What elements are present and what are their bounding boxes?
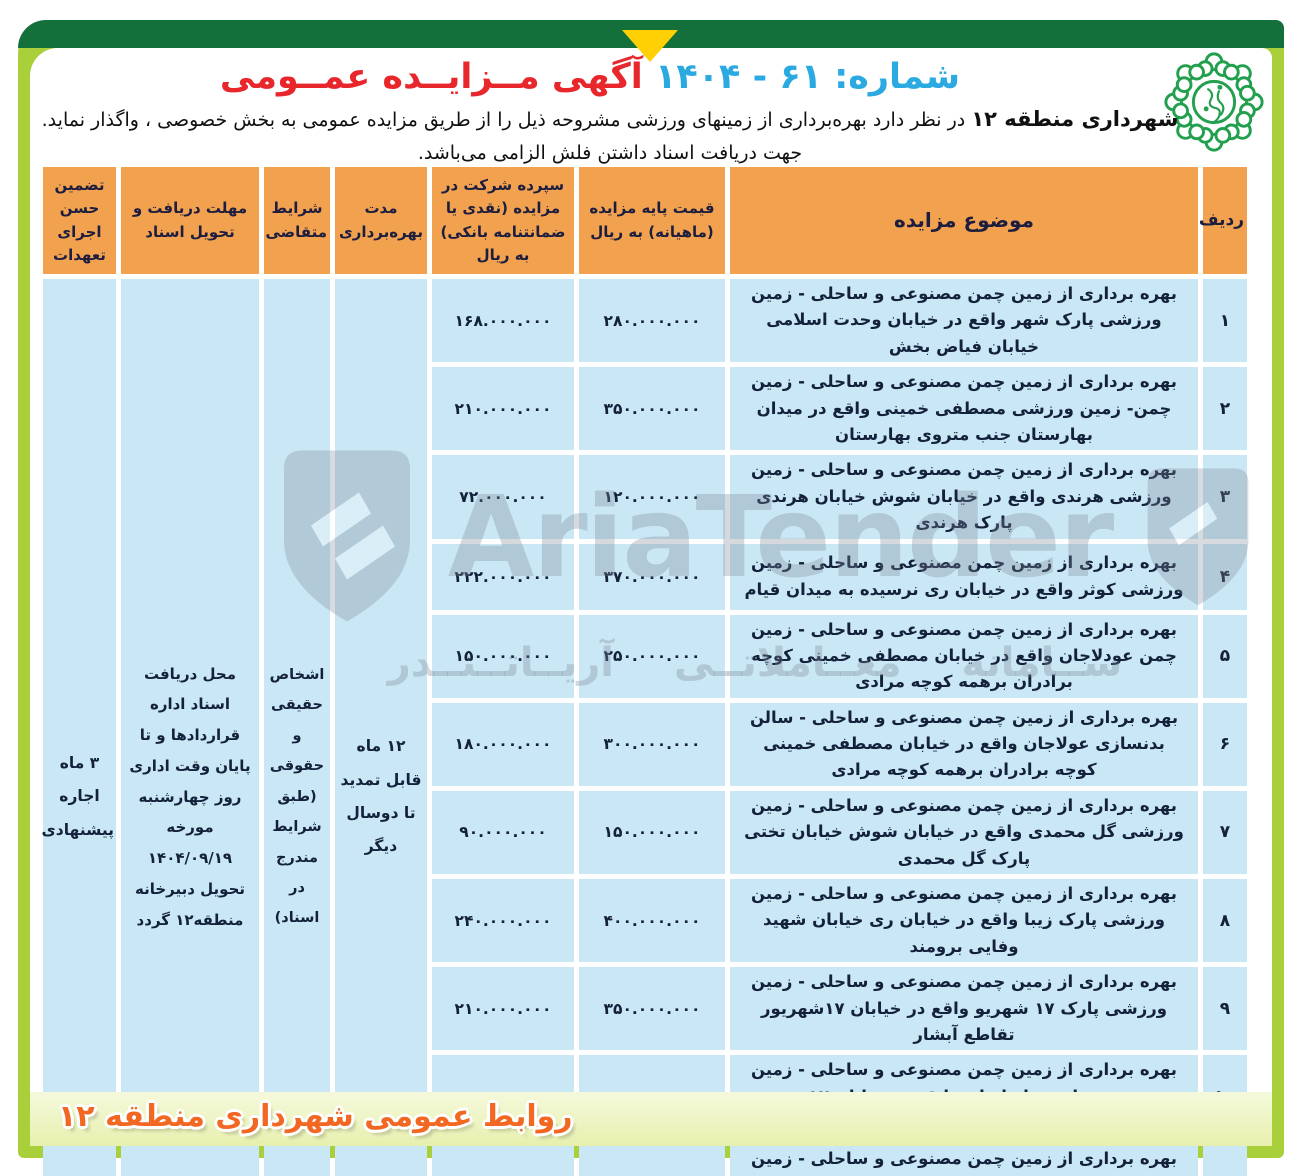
- base-price: ۳۵۰.۰۰۰.۰۰۰: [579, 967, 725, 1051]
- header-subject: موضوع مزایده: [730, 167, 1198, 274]
- auction-table-wrap: ردیف موضوع مزایده قیمت پایه مزایده (ماهی…: [38, 162, 1260, 1176]
- base-price: ۴۰۰.۰۰۰.۰۰۰: [579, 879, 725, 963]
- header-conditions: شرایط متقاضی: [264, 167, 330, 274]
- notice-title-text: آگهی مــزایــده عمــومی: [219, 57, 643, 97]
- header-base-price: قیمت پایه مزایده (ماهیانه) به ریال: [579, 167, 725, 274]
- table-row: ۹ بهره برداری از زمین چمن مصنوعی و ساحلی…: [43, 967, 1247, 1051]
- deposit-amount: ۹۰.۰۰۰.۰۰۰: [432, 790, 574, 875]
- base-price: ۱۲۰.۰۰۰.۰۰۰: [579, 455, 725, 539]
- table-row: ۲ بهره برداری از زمین چمن مصنوعی و ساحلی…: [43, 367, 1247, 451]
- deposit-amount: ۲۱۰.۰۰۰.۰۰۰: [432, 367, 574, 451]
- row-number: ۶: [1203, 702, 1247, 786]
- row-number: ۱: [1203, 279, 1247, 363]
- deposit-amount: ۲۴۰.۰۰۰.۰۰۰: [432, 879, 574, 963]
- auction-subject: بهره برداری از زمین چمن مصنوعی و ساحلی -…: [730, 367, 1198, 451]
- municipality-name: شهرداری منطقه ۱۲: [971, 107, 1179, 131]
- row-number: ۵: [1203, 614, 1247, 698]
- header-deadline: مهلت دریافت و تحویل اسناد: [121, 167, 259, 274]
- notice-title: شماره: ۶۱ - ۱۴۰۴ آگهی مــزایــده عمــومی: [30, 54, 1160, 100]
- auction-subject: بهره برداری از زمین چمن مصنوعی و ساحلی -…: [730, 543, 1198, 610]
- intro-line-2: جهت دریافت اسناد داشتن فلش الزامی می‌باش…: [417, 142, 803, 164]
- deposit-amount: ۱۸۰.۰۰۰.۰۰۰: [432, 702, 574, 786]
- table-row: ۳ بهره برداری از زمین چمن مصنوعی و ساحلی…: [43, 455, 1247, 539]
- row-number: ۴: [1203, 543, 1247, 610]
- base-price: ۳۷۰.۰۰۰.۰۰۰: [579, 543, 725, 610]
- notice-number: شماره: ۶۱ - ۱۴۰۴: [654, 57, 961, 97]
- auction-subject: بهره برداری از زمین چمن مصنوعی و ساحلی -…: [730, 279, 1198, 363]
- base-price: ۲۸۰.۰۰۰.۰۰۰: [579, 279, 725, 363]
- header-guarantee: تضمین حسن اجرای تعهدات: [43, 167, 116, 274]
- deposit-amount: ۱۲۰.۰۰۰.۰۰۰: [432, 1143, 574, 1176]
- deadline-cell: محل دریافت اسناد اداره قراردادها و تا پا…: [121, 279, 259, 1176]
- duration-cell: ۱۲ ماه قابل تمدید تا دوسال دیگر: [335, 279, 427, 1176]
- footer-public-relations: روابط عمومی شهرداری منطقه ۱۲: [58, 1099, 573, 1134]
- table-row: ۷ بهره برداری از زمین چمن مصنوعی و ساحلی…: [43, 790, 1247, 875]
- auction-subject: بهره برداری از زمین چمن مصنوعی و ساحلی -…: [730, 702, 1198, 786]
- table-row: ۱۱ بهره برداری از زمین چمن مصنوعی و ساحل…: [43, 1143, 1247, 1176]
- header-deposit: سپرده شرکت در مزایده (نقدی یا ضمانتنامه …: [432, 167, 574, 274]
- table-row: ۱ بهره برداری از زمین چمن مصنوعی و ساحلی…: [42, 279, 1247, 1176]
- base-price: ۳۵۰.۰۰۰.۰۰۰: [579, 367, 725, 451]
- base-price: ۲۰۰.۰۰۰.۰۰۰: [579, 1143, 725, 1176]
- deposit-amount: ۲۱۰.۰۰۰.۰۰۰: [432, 967, 574, 1051]
- auction-subject: بهره برداری از زمین چمن مصنوعی و ساحلی -…: [730, 614, 1198, 698]
- row-number: ۱۱: [1203, 1143, 1247, 1176]
- row-number: ۹: [1203, 967, 1247, 1051]
- guarantee-cell: ۳ ماه اجاره پیشنهادی: [42, 279, 116, 1176]
- auction-subject: بهره برداری از زمین چمن مصنوعی و ساحلی -…: [730, 790, 1198, 875]
- table-header-row: ردیف موضوع مزایده قیمت پایه مزایده (ماهی…: [43, 167, 1247, 274]
- table-row: ۶ بهره برداری از زمین چمن مصنوعی و ساحلی…: [43, 702, 1247, 786]
- auction-subject: بهره برداری از زمین چمن مصنوعی و ساحلی -…: [730, 967, 1198, 1051]
- auction-subject: بهره برداری از زمین چمن مصنوعی و ساحلی -…: [730, 1143, 1198, 1176]
- deposit-amount: ۲۲۲.۰۰۰.۰۰۰: [432, 543, 574, 610]
- base-price: ۳۰۰.۰۰۰.۰۰۰: [579, 702, 725, 786]
- table-row: ۸ بهره برداری از زمین چمن مصنوعی و ساحلی…: [43, 879, 1247, 963]
- header-duration: مدت بهره‌برداری: [335, 167, 427, 274]
- row-number: ۲: [1203, 367, 1247, 451]
- deposit-amount: ۱۵۰.۰۰۰.۰۰۰: [432, 614, 574, 698]
- deposit-amount: ۷۲.۰۰۰.۰۰۰: [432, 455, 574, 539]
- notice-card: شماره: ۶۱ - ۱۴۰۴ آگهی مــزایــده عمــومی…: [30, 48, 1272, 1176]
- yellow-triangle-marker: [622, 30, 678, 62]
- tehran-municipality-logo: [1164, 52, 1264, 152]
- table-row: ۴ بهره برداری از زمین چمن مصنوعی و ساحلی…: [43, 543, 1247, 610]
- auction-table-body: ۱ بهره برداری از زمین چمن مصنوعی و ساحلی…: [42, 279, 1247, 1176]
- footer-bar: روابط عمومی شهرداری منطقه ۱۲: [30, 1092, 1272, 1146]
- row-number: ۸: [1203, 879, 1247, 963]
- auction-subject: بهره برداری از زمین چمن مصنوعی و ساحلی -…: [730, 455, 1198, 539]
- intro-line-1: شهرداری منطقه ۱۲ در نظر دارد بهره‌برداری…: [30, 106, 1190, 134]
- base-price: ۲۵۰.۰۰۰.۰۰۰: [579, 614, 725, 698]
- intro-text: در نظر دارد بهره‌برداری از زمینهای ورزشی…: [41, 109, 972, 131]
- row-number: ۳: [1203, 455, 1247, 539]
- header-row-number: ردیف: [1199, 167, 1247, 274]
- conditions-cell: اشخاص حقیقی و حقوقی (طبق شرایط مندرج در …: [264, 279, 330, 1176]
- row-number: ۷: [1203, 790, 1247, 875]
- deposit-amount: ۱۶۸.۰۰۰.۰۰۰: [432, 279, 574, 363]
- auction-subject: بهره برداری از زمین چمن مصنوعی و ساحلی -…: [730, 879, 1198, 963]
- table-row: ۵ بهره برداری از زمین چمن مصنوعی و ساحلی…: [43, 614, 1247, 698]
- base-price: ۱۵۰.۰۰۰.۰۰۰: [579, 790, 725, 875]
- auction-table: ردیف موضوع مزایده قیمت پایه مزایده (ماهی…: [38, 162, 1252, 1176]
